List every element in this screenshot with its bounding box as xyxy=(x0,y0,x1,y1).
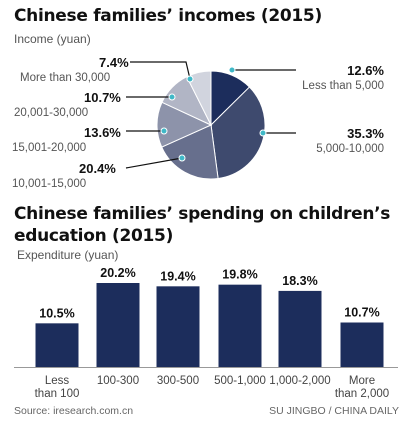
slice-label-20001-30000: 20,001-30,000 xyxy=(14,107,89,119)
education-unit-label: Expenditure (yuan) xyxy=(17,248,119,262)
income-unit-label: Income (yuan) xyxy=(14,32,91,46)
income-chart-title: Chinese families’ incomes (2015) xyxy=(14,6,322,26)
callout-line-10-001-15-000 xyxy=(125,157,183,169)
bar-more-than-2-000 xyxy=(340,322,384,367)
bar-value-label-500-1-000: 19.8% xyxy=(222,268,257,282)
slice-pct-more-than-30000: 7.4% xyxy=(99,55,129,70)
callout-dot-15-001-20-000 xyxy=(160,127,168,135)
slice-pct-5000-10000: 35.3% xyxy=(347,126,384,141)
callout-dot-more-than-30-000 xyxy=(186,75,194,83)
slice-pct-10001-15000: 20.4% xyxy=(79,161,116,176)
slice-label-less-than-5000: Less than 5,000 xyxy=(302,80,384,92)
bar-value-label-300-500: 19.4% xyxy=(160,269,195,283)
callout-line-more-than-30-000 xyxy=(130,61,191,80)
x-tick-label-500-1-000: 500-1,000 xyxy=(214,375,266,387)
bar-value-label-more-than-2-000: 10.7% xyxy=(344,306,379,320)
x-tick-label-1-000-2-000: 1,000-2,000 xyxy=(269,375,330,387)
bar-500-1-000 xyxy=(218,284,262,367)
bar-less-than-100 xyxy=(35,323,79,367)
education-chart-title: Chinese families’ spending on children’s… xyxy=(14,204,391,246)
x-tick-label-more-than-2-000: More than 2,000 xyxy=(335,375,389,400)
bar-1-000-2-000 xyxy=(278,290,322,367)
x-tick-label-100-300: 100-300 xyxy=(97,375,139,387)
bar-value-label-less-than-100: 10.5% xyxy=(39,306,74,320)
source-note: Source: iresearch.com.cn xyxy=(14,405,134,417)
callout-dot-10-001-15-000 xyxy=(178,154,186,162)
callout-dot-20-001-30-000 xyxy=(168,93,176,101)
pie-slice-10-001-15-000 xyxy=(161,124,219,180)
bar-value-label-1-000-2-000: 18.3% xyxy=(282,274,317,288)
callout-dot-5-000-10-000 xyxy=(259,129,267,137)
slice-pct-15001-20000: 13.6% xyxy=(84,125,121,140)
slice-pct-less-than-5000: 12.6% xyxy=(347,63,384,78)
slice-label-more-than-30000: More than 30,000 xyxy=(20,72,111,84)
bar-100-300 xyxy=(96,283,140,367)
bar-value-label-100-300: 20.2% xyxy=(100,266,135,280)
credit-note: SU JINGBO / CHINA DAILY xyxy=(269,405,399,417)
slice-label-10001-15000: 10,001-15,000 xyxy=(12,178,87,190)
bar-300-500 xyxy=(156,286,200,367)
pie-slice-5-000-10-000 xyxy=(210,86,266,180)
slice-label-5000-10000: 5,000-10,000 xyxy=(316,143,384,155)
slice-pct-20001-30000: 10.7% xyxy=(84,90,121,105)
x-tick-label-less-than-100: Less than 100 xyxy=(35,375,80,400)
x-tick-label-300-500: 300-500 xyxy=(157,375,199,387)
pie-slice-more-than-30-000 xyxy=(186,70,212,126)
callout-dot-less-than-5-000 xyxy=(228,66,236,74)
slice-label-15001-20000: 15,001-20,000 xyxy=(12,142,87,154)
